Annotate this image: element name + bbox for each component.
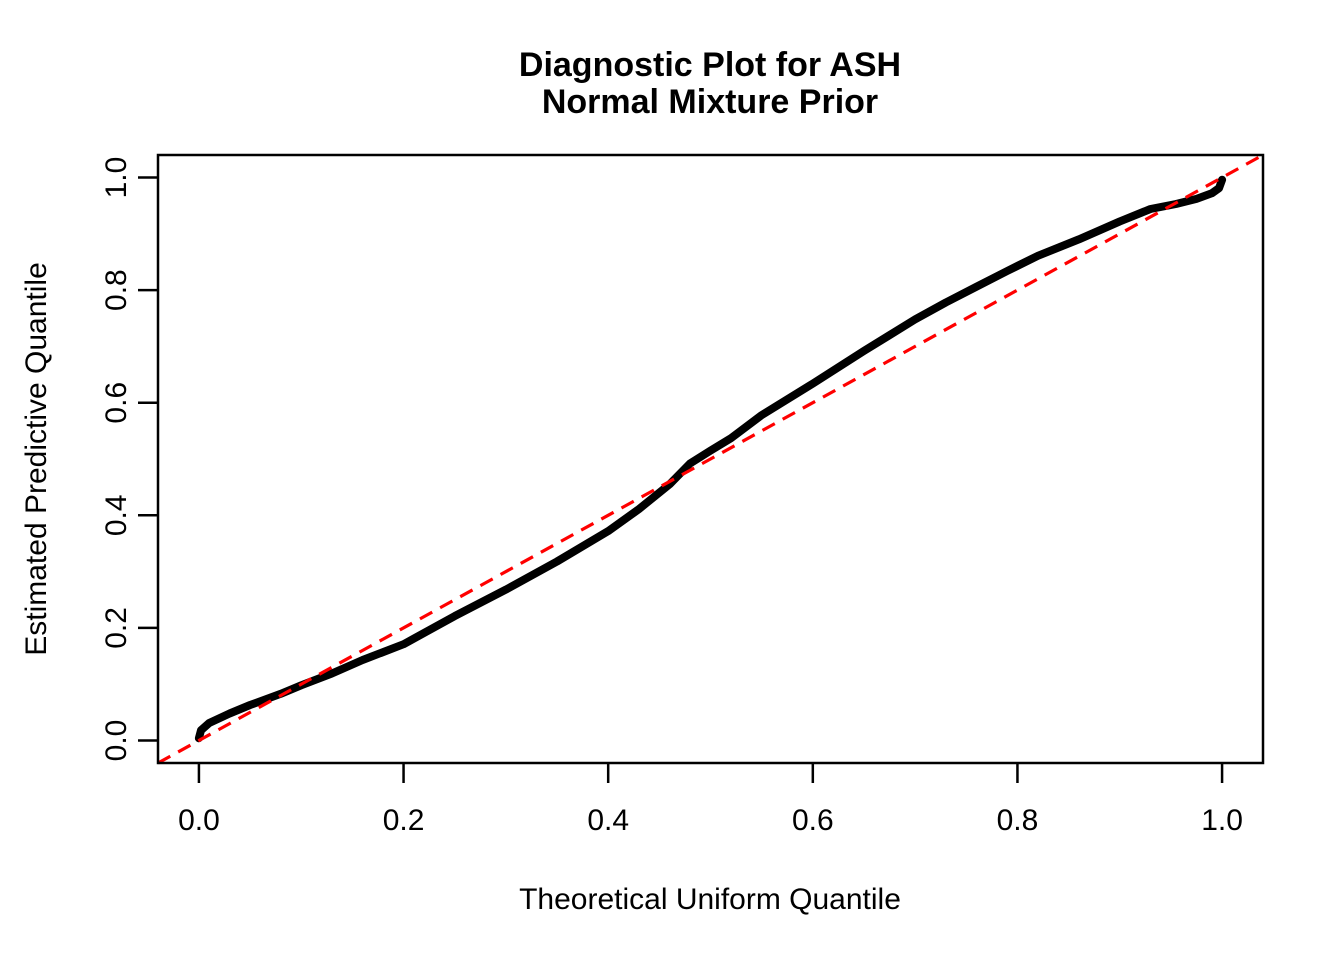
- x-tick-label: 0.0: [178, 804, 220, 837]
- y-tick-label: 0.8: [100, 269, 133, 311]
- identity-line: [157, 153, 1264, 765]
- estimated-predictive-quantile-curve: [194, 175, 1227, 743]
- x-axis-title: Theoretical Uniform Quantile: [519, 883, 901, 916]
- plot-box: [156, 153, 1265, 765]
- y-tick-label: 0.0: [100, 720, 133, 762]
- x-tick-label: 0.8: [997, 804, 1039, 837]
- x-tick-label: 1.0: [1201, 804, 1243, 837]
- y-tick-label: 1.0: [100, 157, 133, 199]
- y-tick-label: 0.6: [100, 382, 133, 424]
- x-tick-label: 0.4: [587, 804, 629, 837]
- plot-title-line2: Normal Mixture Prior: [542, 83, 878, 121]
- x-tick-label: 0.2: [383, 804, 425, 837]
- x-tick-label: 0.6: [792, 804, 834, 837]
- y-axis-title: Estimated Predictive Quantile: [20, 262, 53, 656]
- axes-layer: 0.0 0.2 0.4 0.6 0.8 1.0 0.0 0.2 0.4 0.6 0.8 1.0: [100, 153, 1265, 837]
- data-layer: [157, 153, 1264, 765]
- plot-title-line1: Diagnostic Plot for ASH: [519, 46, 901, 84]
- y-tick-label: 0.4: [100, 494, 133, 536]
- y-tick-label: 0.2: [100, 607, 133, 649]
